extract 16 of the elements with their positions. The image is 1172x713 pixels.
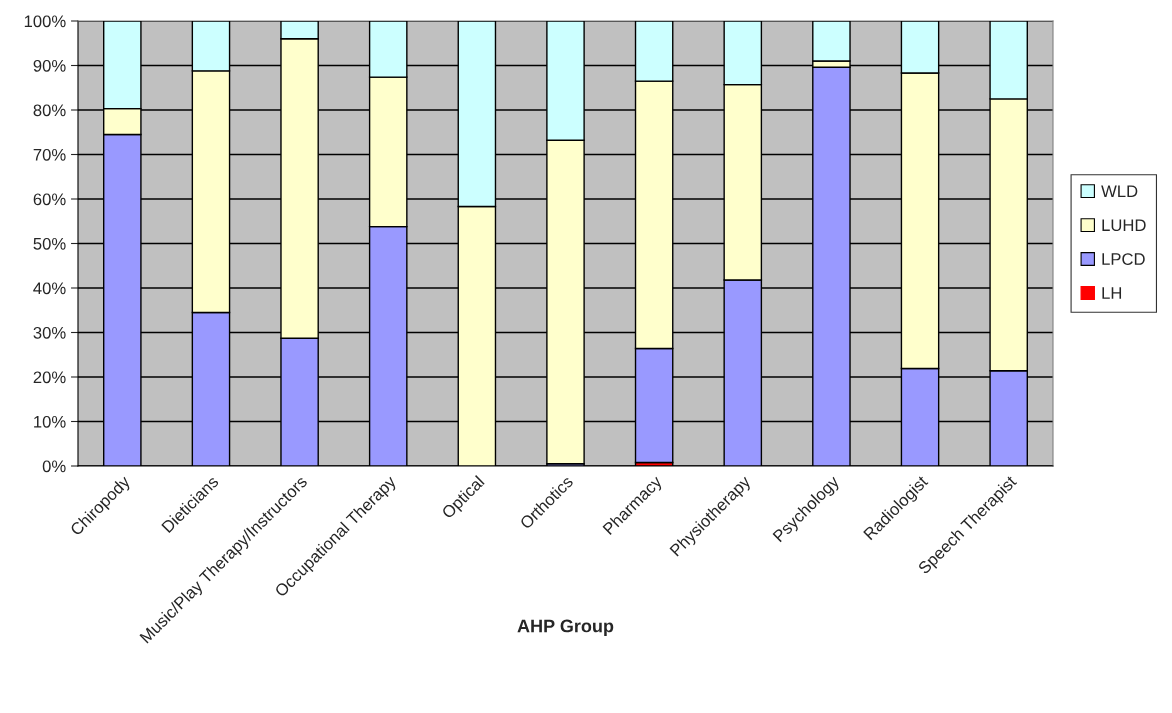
- y-tick-label: 40%: [33, 282, 66, 295]
- y-tick-label: 60%: [33, 193, 66, 206]
- y-tick-label: 100%: [24, 15, 66, 28]
- legend-label: LPCD: [1102, 253, 1145, 265]
- y-tick-label: 80%: [33, 104, 66, 117]
- y-tick-label: 0%: [42, 460, 66, 473]
- legend-label: LUHD: [1102, 219, 1146, 232]
- y-tick-label: 10%: [34, 415, 66, 428]
- y-tick-label: 30%: [33, 326, 66, 339]
- legend-label: WLD: [1101, 185, 1138, 197]
- y-tick-label: 20%: [33, 371, 66, 384]
- y-tick-label: 90%: [33, 59, 66, 72]
- x-axis-title: AHP Group: [517, 619, 614, 636]
- y-tick-label: 50%: [33, 237, 66, 250]
- y-tick-label: 70%: [33, 148, 66, 161]
- legend-label: LH: [1102, 287, 1122, 299]
